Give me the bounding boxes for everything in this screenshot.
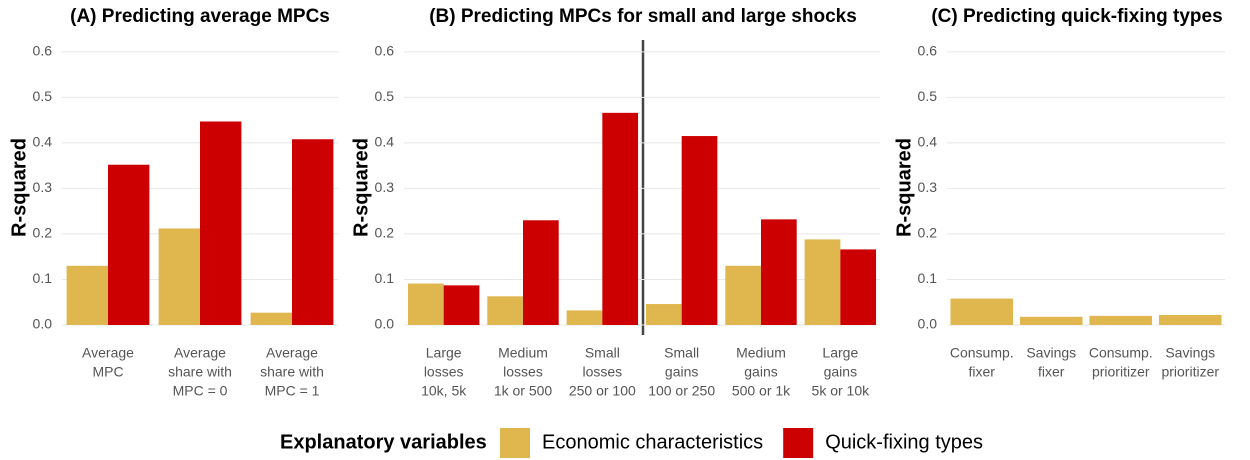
bar — [804, 239, 841, 325]
x-tick-label: gains — [744, 364, 777, 380]
y-axis-label: R-squared — [8, 138, 30, 237]
y-tick-label: 0.1 — [375, 270, 395, 286]
y-tick-label: 0.4 — [33, 134, 53, 150]
bar — [602, 112, 639, 325]
bar — [200, 121, 242, 325]
bar — [840, 249, 877, 325]
y-tick-label: 0.2 — [918, 225, 938, 241]
x-tick-label: Medium — [736, 345, 786, 361]
bar — [1158, 314, 1222, 325]
bar — [681, 136, 718, 325]
y-tick-label: 0.5 — [375, 88, 395, 104]
legend-swatch — [783, 428, 814, 458]
y-tick-label: 0.5 — [33, 88, 53, 104]
y-tick-label: 0.3 — [918, 179, 938, 195]
panel: (A) Predicting average MPCs R-squared 0.0 0… — [8, 6, 338, 399]
y-tick-label: 0.6 — [918, 43, 938, 59]
x-tick-label: Consump. — [1089, 345, 1153, 361]
y-tick-label: 0.2 — [33, 225, 53, 241]
y-tick-label: 0.6 — [375, 43, 395, 59]
x-tick-label: Large — [426, 345, 462, 361]
x-tick-label: 500 or 1k — [732, 383, 791, 399]
bar — [292, 139, 334, 325]
x-tick-label: Small — [664, 345, 699, 361]
x-tick-label: Average — [174, 345, 226, 361]
bar — [1089, 315, 1153, 325]
x-tick-label: Savings — [1026, 345, 1076, 361]
x-tick-label: prioritizer — [1161, 364, 1219, 380]
x-tick-label: fixer — [1038, 364, 1065, 380]
x-tick-label: 250 or 100 — [569, 383, 636, 399]
x-tick-label: share with — [168, 364, 232, 380]
x-tick-label: 5k or 10k — [812, 383, 871, 399]
panel: (B) Predicting MPCs for small and large … — [350, 6, 880, 399]
legend-swatch — [500, 428, 530, 458]
y-tick-label: 0.2 — [375, 225, 395, 241]
x-tick-label: Average — [266, 345, 318, 361]
x-tick-label: 10k, 5k — [421, 383, 467, 399]
bar — [645, 304, 682, 325]
bar — [950, 298, 1014, 325]
chart-title: (B) Predicting MPCs for small and large … — [429, 6, 857, 27]
bar — [66, 265, 108, 325]
y-tick-label: 0.6 — [33, 43, 53, 59]
x-tick-label: MPC = 0 — [173, 383, 228, 399]
bar — [443, 285, 480, 325]
y-axis-label: R-squared — [893, 138, 915, 237]
chart-title: (A) Predicting average MPCs — [70, 6, 330, 27]
x-tick-label: fixer — [969, 364, 996, 380]
x-tick-label: Average — [82, 345, 134, 361]
y-tick-label: 0.1 — [918, 270, 938, 286]
bar — [407, 283, 444, 325]
bar — [250, 312, 292, 325]
x-tick-label: Consump. — [950, 345, 1014, 361]
chart-title: (C) Predicting quick-fixing types — [931, 6, 1222, 27]
panel: (C) Predicting quick-fixing types R-squar… — [893, 6, 1225, 380]
y-tick-label: 0.3 — [375, 179, 395, 195]
bar — [1019, 316, 1083, 325]
x-tick-label: MPC — [92, 364, 123, 380]
legend-label: Quick-fixing types — [825, 431, 983, 453]
y-tick-label: 0.3 — [33, 179, 53, 195]
y-tick-label: 0.4 — [375, 134, 395, 150]
legend-title: Explanatory variables — [280, 431, 487, 453]
bar — [108, 164, 150, 325]
x-tick-label: 1k or 500 — [494, 383, 553, 399]
bar — [566, 310, 603, 325]
bar — [761, 219, 797, 325]
bar — [158, 228, 200, 325]
x-tick-label: losses — [424, 364, 464, 380]
bar — [523, 220, 559, 325]
y-tick-label: 0.0 — [375, 316, 395, 332]
bar — [487, 296, 523, 325]
x-tick-label: gains — [824, 364, 857, 380]
y-tick-label: 0.4 — [918, 134, 938, 150]
x-tick-label: prioritizer — [1092, 364, 1150, 380]
y-axis-label: R-squared — [350, 138, 372, 237]
x-tick-label: Savings — [1165, 345, 1215, 361]
y-tick-label: 0.1 — [33, 270, 53, 286]
y-tick-label: 0.0 — [33, 316, 53, 332]
legend-label: Economic characteristics — [542, 431, 763, 453]
x-tick-label: gains — [665, 364, 698, 380]
x-tick-label: losses — [582, 364, 622, 380]
x-tick-label: Large — [822, 345, 858, 361]
y-tick-label: 0.5 — [918, 88, 938, 104]
x-tick-label: losses — [503, 364, 543, 380]
x-tick-label: MPC = 1 — [265, 383, 320, 399]
x-tick-label: share with — [260, 364, 324, 380]
y-tick-label: 0.0 — [918, 316, 938, 332]
bar — [725, 265, 761, 325]
x-tick-label: Small — [585, 345, 620, 361]
x-tick-label: 100 or 250 — [648, 383, 715, 399]
x-tick-label: Medium — [498, 345, 548, 361]
